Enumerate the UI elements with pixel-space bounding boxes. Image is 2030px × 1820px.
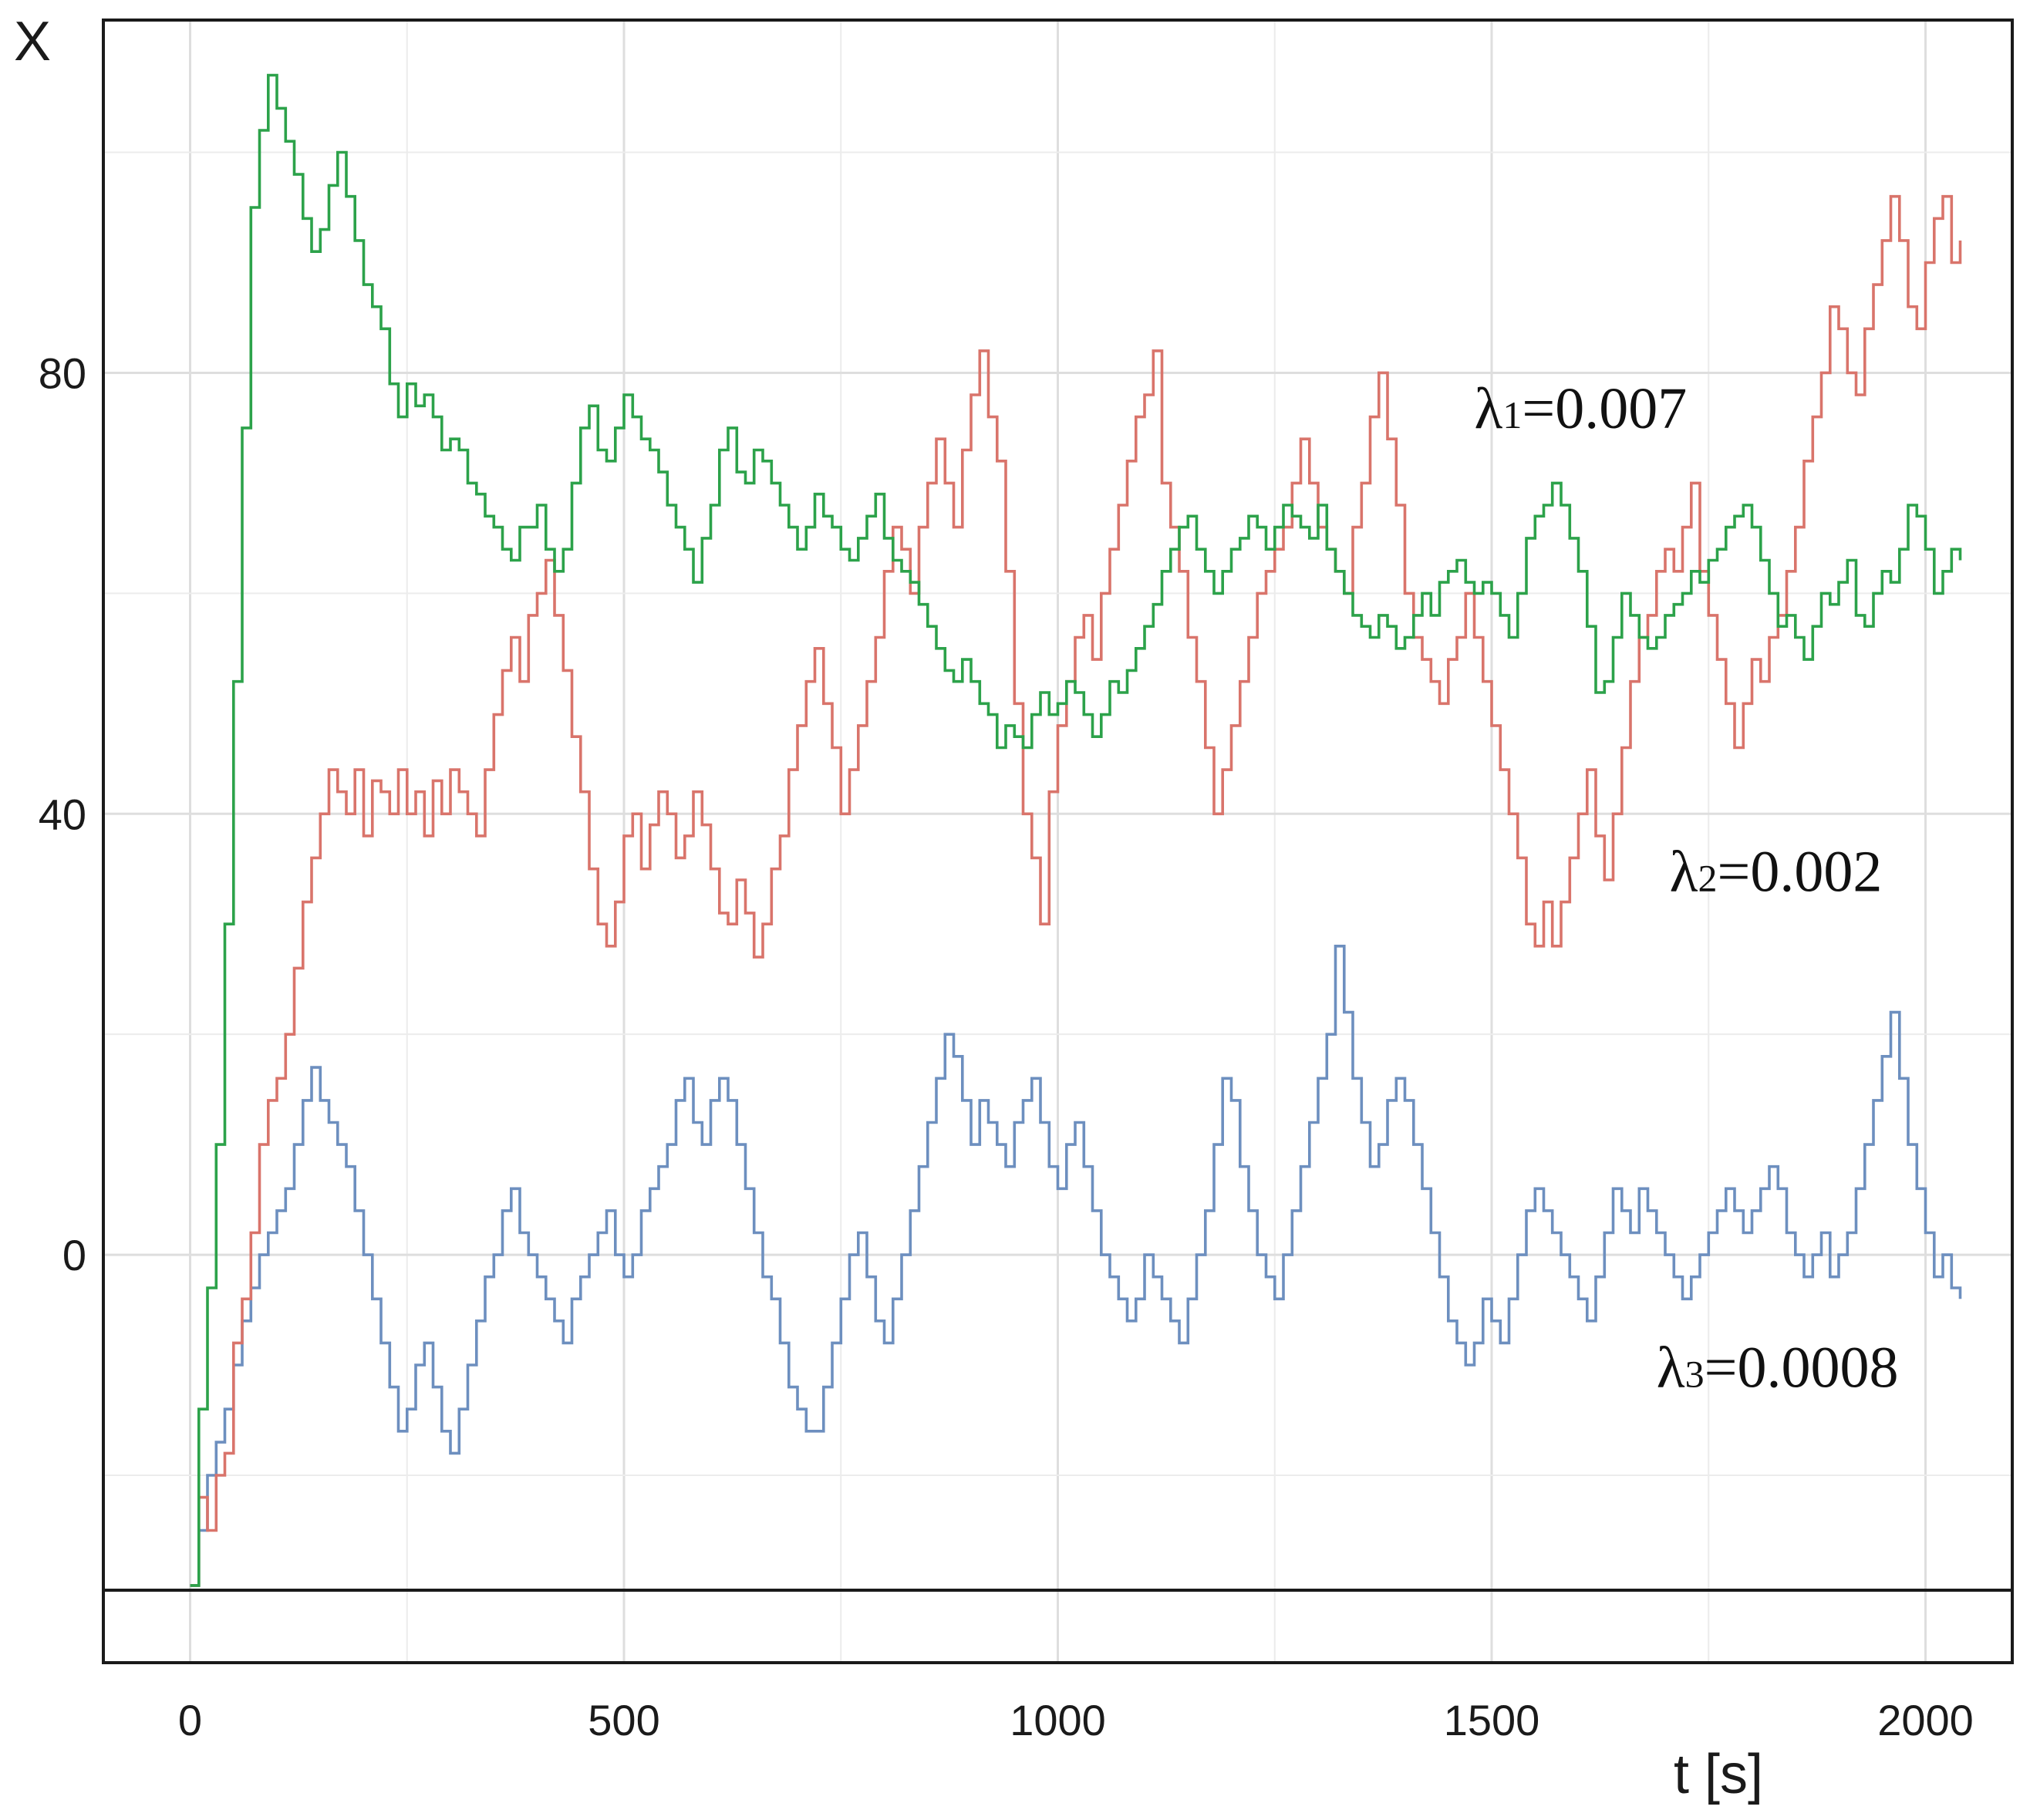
series-line-2 (190, 194, 1962, 1587)
y-tick-label: 40 (39, 790, 86, 838)
series-line-3 (190, 945, 1962, 1587)
plot-frame (102, 19, 2014, 1664)
series-group (190, 73, 1962, 1587)
series-annotation-2: λ2=0.002 (1670, 839, 1883, 904)
series-line-1 (190, 73, 1962, 1587)
x-tick-label: 1000 (1010, 1696, 1106, 1744)
grid (103, 20, 2012, 1663)
x-tick-label: 1500 (1444, 1696, 1540, 1744)
annotations: λ1=0.007 λ2=0.002 λ3=0.0008 (1475, 376, 1899, 1400)
x-tick-label: 500 (588, 1696, 659, 1744)
y-tick-labels: 0 40 80 (39, 349, 86, 1279)
x-tick-labels: 0 500 1000 1500 2000 (178, 1696, 1974, 1744)
y-tick-label: 0 (62, 1231, 86, 1279)
series-annotation-3: λ3=0.0008 (1657, 1336, 1899, 1400)
y-axis-title: X (14, 11, 51, 72)
y-tick-label: 80 (39, 349, 86, 397)
x-tick-label: 0 (178, 1696, 202, 1744)
x-axis-title: t [s] (1674, 1744, 1763, 1805)
series-annotation-1: λ1=0.007 (1475, 376, 1688, 441)
x-tick-label: 2000 (1877, 1696, 1974, 1744)
